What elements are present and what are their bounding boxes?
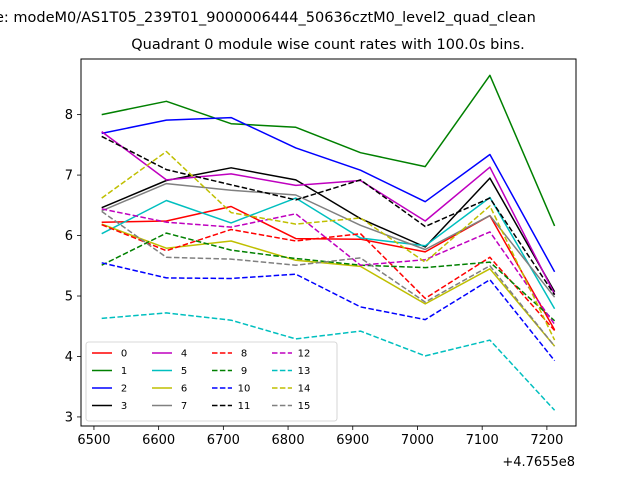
series-line-10: [101, 262, 556, 362]
y-tick-label: 5: [65, 290, 73, 305]
legend-label-9: 9: [241, 366, 247, 377]
y-axis: 3 4 5 6 7 8: [65, 108, 81, 425]
plot-frame: [80, 58, 577, 427]
series-line-2: [101, 116, 556, 273]
x-tick-label: 6500: [77, 433, 110, 448]
x-tick-label: 7100: [466, 433, 499, 448]
series-line-6: [101, 223, 556, 347]
legend-label-11: 11: [238, 401, 251, 412]
y-tick-label: 8: [65, 108, 73, 123]
series-line-5: [101, 196, 556, 310]
series-line-7: [101, 182, 556, 298]
x-axis: 6500 6600 6700 6800 6900 7000 7100 7200: [77, 426, 563, 448]
series-line-4: [101, 130, 556, 295]
plot-series-group: [101, 74, 556, 411]
y-tick-label: 7: [65, 169, 73, 184]
series-line-8: [101, 224, 556, 331]
y-tick-label: 3: [65, 410, 73, 425]
legend-label-8: 8: [241, 349, 247, 360]
figure-suptitle: n file: modeM0/AS1T05_239T01_9000006444_…: [0, 10, 536, 26]
legend-label-5: 5: [181, 366, 187, 377]
x-tick-label: 7200: [530, 433, 563, 448]
legend-label-2: 2: [121, 384, 127, 395]
legend-label-1: 1: [121, 366, 127, 377]
x-tick-label: 6900: [336, 433, 369, 448]
x-tick-label: 6700: [207, 433, 240, 448]
y-tick-label: 4: [65, 350, 73, 365]
series-line-1: [101, 74, 556, 227]
legend-label-15: 15: [298, 401, 311, 412]
series-line-12: [101, 208, 556, 325]
legend-label-3: 3: [121, 401, 127, 412]
legend-label-12: 12: [298, 349, 311, 360]
legend-label-7: 7: [181, 401, 187, 412]
legend-label-6: 6: [181, 384, 187, 395]
x-axis-offset-label: +4.7655e8: [502, 455, 575, 470]
legend-box: [85, 341, 338, 422]
x-tick-label: 7000: [401, 433, 434, 448]
series-line-15: [101, 210, 556, 347]
x-tick-label: 6600: [142, 433, 175, 448]
series-line-13: [101, 312, 556, 411]
legend-label-14: 14: [298, 384, 311, 395]
legend-label-10: 10: [238, 384, 251, 395]
chart-title: Quadrant 0 module wise count rates with …: [131, 37, 525, 53]
x-tick-label: 6800: [272, 433, 305, 448]
y-tick-label: 6: [65, 229, 73, 244]
legend-label-0: 0: [121, 349, 127, 360]
series-line-9: [101, 232, 556, 322]
legend-label-4: 4: [181, 349, 187, 360]
series-line-3: [101, 167, 556, 293]
legend-label-13: 13: [298, 366, 311, 377]
series-line-11: [101, 135, 556, 296]
